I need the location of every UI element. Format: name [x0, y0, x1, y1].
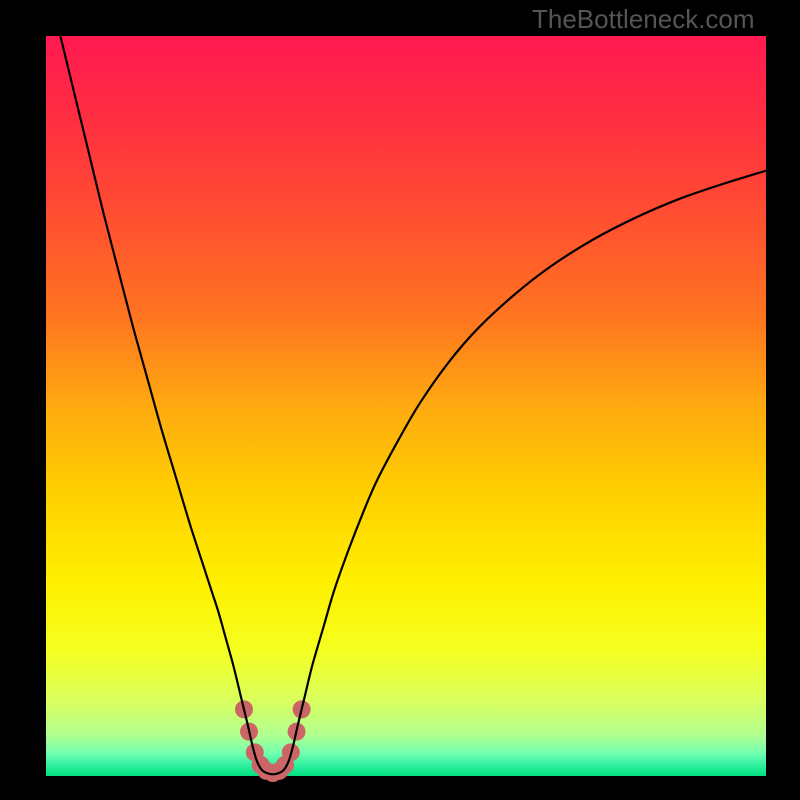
chart-container: { "watermark": { "text": "TheBottleneck.…: [0, 0, 800, 800]
chart-svg: [0, 0, 800, 800]
watermark-text: TheBottleneck.com: [532, 4, 755, 35]
